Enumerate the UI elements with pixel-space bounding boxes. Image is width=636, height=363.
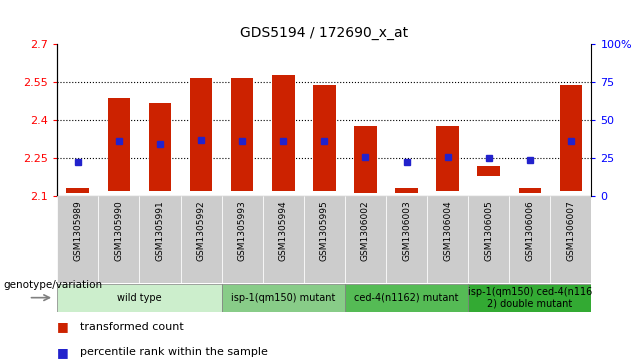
Text: GSM1305995: GSM1305995: [320, 200, 329, 261]
Bar: [272, 75, 294, 191]
Text: GSM1305992: GSM1305992: [197, 200, 205, 261]
Bar: [427, 196, 468, 283]
Bar: [149, 103, 171, 191]
Bar: [221, 284, 345, 311]
Text: ■: ■: [57, 320, 69, 333]
Bar: [345, 284, 468, 311]
Bar: [386, 196, 427, 283]
Bar: [436, 126, 459, 191]
Bar: [345, 196, 386, 283]
Text: GSM1305989: GSM1305989: [73, 200, 82, 261]
Bar: [57, 196, 99, 283]
Text: GSM1305991: GSM1305991: [155, 200, 165, 261]
Bar: [221, 196, 263, 283]
Text: wild type: wild type: [117, 293, 162, 303]
Bar: [550, 196, 591, 283]
Bar: [99, 196, 139, 283]
Bar: [263, 196, 304, 283]
Bar: [468, 196, 509, 283]
Text: ced-4(n1162) mutant: ced-4(n1162) mutant: [354, 293, 459, 303]
Text: GSM1305990: GSM1305990: [114, 200, 123, 261]
Title: GDS5194 / 172690_x_at: GDS5194 / 172690_x_at: [240, 26, 408, 40]
Bar: [304, 196, 345, 283]
Bar: [181, 196, 221, 283]
Text: GSM1305994: GSM1305994: [279, 200, 287, 261]
Text: isp-1(qm150) mutant: isp-1(qm150) mutant: [231, 293, 335, 303]
Text: GSM1306003: GSM1306003: [402, 200, 411, 261]
Text: ■: ■: [57, 346, 69, 359]
Bar: [518, 188, 541, 193]
Bar: [67, 188, 89, 193]
Bar: [478, 166, 500, 176]
Bar: [57, 284, 221, 311]
Text: GSM1306006: GSM1306006: [525, 200, 534, 261]
Bar: [190, 78, 212, 191]
Bar: [107, 98, 130, 191]
Text: GSM1306005: GSM1306005: [484, 200, 494, 261]
Bar: [395, 188, 418, 193]
Text: GSM1306007: GSM1306007: [567, 200, 576, 261]
Bar: [139, 196, 181, 283]
Text: GSM1306004: GSM1306004: [443, 200, 452, 261]
Bar: [560, 85, 582, 191]
Text: GSM1306002: GSM1306002: [361, 200, 370, 261]
Text: isp-1(qm150) ced-4(n116
2) double mutant: isp-1(qm150) ced-4(n116 2) double mutant: [467, 287, 592, 309]
Text: GSM1305993: GSM1305993: [238, 200, 247, 261]
Bar: [468, 284, 591, 311]
Bar: [313, 85, 336, 191]
Text: genotype/variation: genotype/variation: [3, 280, 102, 290]
Text: transformed count: transformed count: [80, 322, 183, 332]
Bar: [354, 126, 377, 193]
Bar: [509, 196, 550, 283]
Text: percentile rank within the sample: percentile rank within the sample: [80, 347, 267, 357]
Bar: [231, 78, 254, 191]
